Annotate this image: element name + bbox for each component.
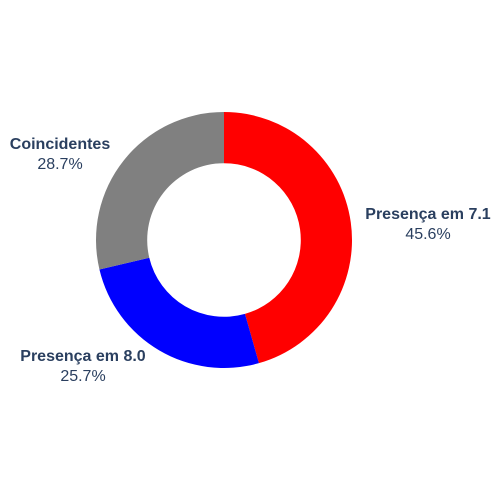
donut-slice-3[interactable]: [96, 112, 224, 269]
donut-slices: [96, 112, 352, 368]
slice-label-name-2: Presença em 8.0: [20, 348, 146, 365]
slice-label-name-1: Presença em 7.1: [365, 206, 491, 223]
slice-label-percent-3: 28.7%: [37, 156, 82, 173]
slice-label-percent-2: 25.7%: [60, 368, 105, 385]
slice-label-name-3: Coincidentes: [10, 136, 111, 153]
slice-label-percent-1: 45.6%: [405, 226, 450, 243]
